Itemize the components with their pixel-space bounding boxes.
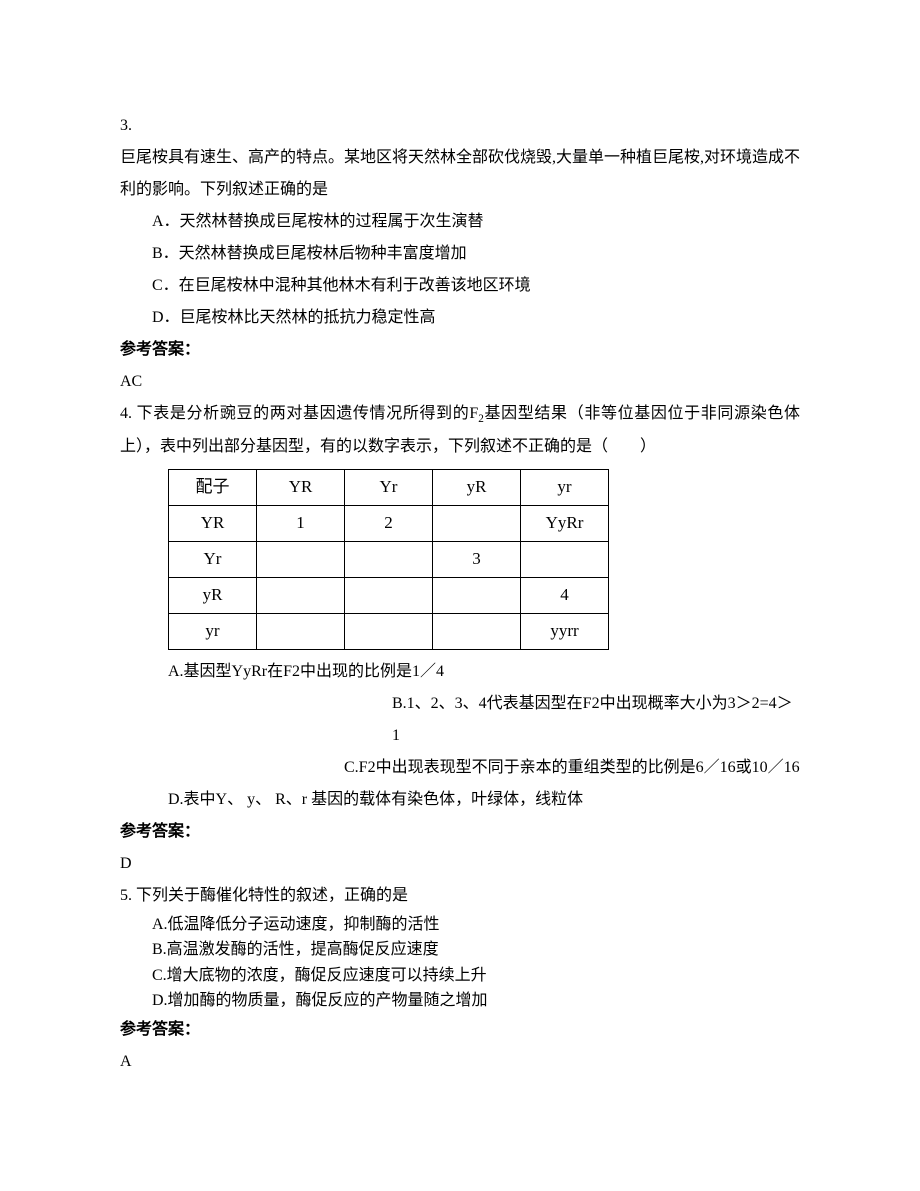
q3-text: 巨尾桉具有速生、高产的特点。某地区将天然林全部砍伐烧毁,大量单一种植巨尾桉,对环… <box>120 142 800 206</box>
table-cell <box>433 505 521 541</box>
q5-answer-label: 参考答案： <box>120 1014 800 1046</box>
q4-option-b: B.1、2、3、4代表基因型在F2中出现概率大小为3＞2=4＞1 <box>120 688 800 752</box>
table-cell <box>345 577 433 613</box>
col-header: YR <box>257 469 345 505</box>
row-header: Yr <box>169 541 257 577</box>
q5-option-c: C.增大底物的浓度，酶促反应速度可以持续上升 <box>120 963 800 989</box>
table-cell: YyRr <box>521 505 609 541</box>
table-cell <box>257 577 345 613</box>
q3-option-c: C．在巨尾桉林中混种其他林木有利于改善该地区环境 <box>120 270 800 302</box>
col-header: yR <box>433 469 521 505</box>
table-corner: 配子 <box>169 469 257 505</box>
q3-number: 3. <box>120 110 800 142</box>
q4-answer: D <box>120 848 800 880</box>
table-cell: 3 <box>433 541 521 577</box>
table-cell <box>257 541 345 577</box>
question-5: 5. 下列关于酶催化特性的叙述，正确的是 A.低温降低分子运动速度，抑制酶的活性… <box>120 880 800 1078</box>
table-cell: 4 <box>521 577 609 613</box>
q4-option-a: A.基因型YyRr在F2中出现的比例是1／4 <box>120 656 800 688</box>
table-cell: 1 <box>257 505 345 541</box>
question-3: 3. 巨尾桉具有速生、高产的特点。某地区将天然林全部砍伐烧毁,大量单一种植巨尾桉… <box>120 110 800 398</box>
q4-option-d: D.表中Y、 y、 R、r 基因的载体有染色体，叶绿体，线粒体 <box>120 784 800 816</box>
q5-options: A.低温降低分子运动速度，抑制酶的活性 B.高温激发酶的活性，提高酶促反应速度 … <box>120 912 800 1014</box>
q3-option-b: B．天然林替换成巨尾桉林后物种丰富度增加 <box>120 238 800 270</box>
table-cell <box>433 577 521 613</box>
table-row: Yr 3 <box>169 541 609 577</box>
row-header: YR <box>169 505 257 541</box>
table-cell <box>345 613 433 649</box>
q5-text: 5. 下列关于酶催化特性的叙述，正确的是 <box>120 880 800 912</box>
q3-option-a: A．天然林替换成巨尾桉林的过程属于次生演替 <box>120 206 800 238</box>
q4-answer-label: 参考答案： <box>120 816 800 848</box>
table-cell <box>521 541 609 577</box>
table-header-row: 配子 YR Yr yR yr <box>169 469 609 505</box>
q5-answer: A <box>120 1046 800 1078</box>
q3-answer: AC <box>120 366 800 398</box>
table-row: yr yyrr <box>169 613 609 649</box>
table-row: yR 4 <box>169 577 609 613</box>
table-cell <box>257 613 345 649</box>
table-cell <box>345 541 433 577</box>
q4-text: 4. 下表是分析豌豆的两对基因遗传情况所得到的F2基因型结果（非等位基因位于非同… <box>120 398 800 463</box>
q4-table: 配子 YR Yr yR yr YR 1 2 YyRr Yr 3 yR 4 <box>168 469 609 650</box>
table-cell: 2 <box>345 505 433 541</box>
row-header: yR <box>169 577 257 613</box>
question-4: 4. 下表是分析豌豆的两对基因遗传情况所得到的F2基因型结果（非等位基因位于非同… <box>120 398 800 880</box>
q3-option-d: D．巨尾桉林比天然林的抵抗力稳定性高 <box>120 302 800 334</box>
table-cell: yyrr <box>521 613 609 649</box>
table-row: YR 1 2 YyRr <box>169 505 609 541</box>
q3-answer-label: 参考答案： <box>120 334 800 366</box>
table-cell <box>433 613 521 649</box>
q5-option-b: B.高温激发酶的活性，提高酶促反应速度 <box>120 937 800 963</box>
row-header: yr <box>169 613 257 649</box>
q5-option-d: D.增加酶的物质量，酶促反应的产物量随之增加 <box>120 988 800 1014</box>
col-header: yr <box>521 469 609 505</box>
q4-number-text: 4. 下表是分析豌豆的两对基因遗传情况所得到的F <box>120 405 478 422</box>
q5-option-a: A.低温降低分子运动速度，抑制酶的活性 <box>120 912 800 938</box>
col-header: Yr <box>345 469 433 505</box>
q4-option-c: C.F2中出现表现型不同于亲本的重组类型的比例是6／16或10／16 <box>120 752 800 784</box>
